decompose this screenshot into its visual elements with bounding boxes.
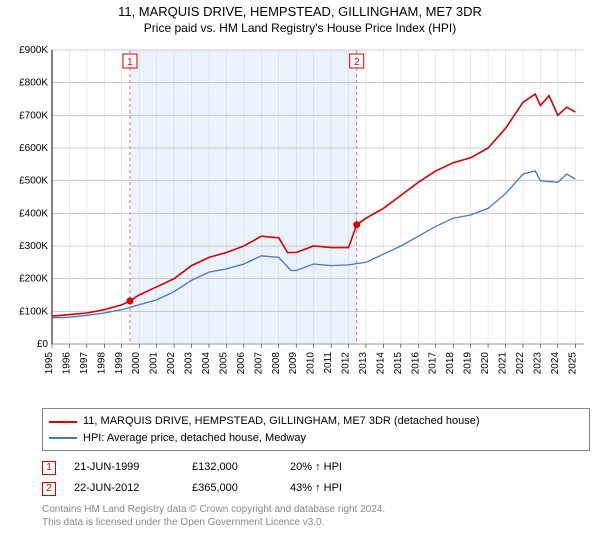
svg-text:£300K: £300K xyxy=(19,241,48,252)
chart-svg: £0 £100K £200K £300K £400K £500K £600K £700K £80… xyxy=(10,42,590,402)
event-date: 21-JUN-1999 xyxy=(74,457,174,478)
svg-text:2008: 2008 xyxy=(271,352,282,375)
event-row: 1 21-JUN-1999 £132,000 20% ↑ HPI xyxy=(42,457,590,478)
legend-label: 11, MARQUIS DRIVE, HEMPSTEAD, GILLINGHAM… xyxy=(83,413,480,430)
title-block: 11, MARQUIS DRIVE, HEMPSTEAD, GILLINGHAM… xyxy=(0,0,600,38)
chart-area: £0 £100K £200K £300K £400K £500K £600K £700K £80… xyxy=(10,42,590,402)
svg-text:2021: 2021 xyxy=(498,352,509,375)
legend-label: HPI: Average price, detached house, Medw… xyxy=(83,430,306,447)
chart-title: 11, MARQUIS DRIVE, HEMPSTEAD, GILLINGHAM… xyxy=(0,4,600,21)
svg-text:2000: 2000 xyxy=(131,352,142,375)
svg-text:2022: 2022 xyxy=(515,352,526,375)
svg-text:2003: 2003 xyxy=(184,352,195,375)
events-table: 1 21-JUN-1999 £132,000 20% ↑ HPI 2 22-JUN-201… xyxy=(42,457,590,499)
event-marker: 1 xyxy=(42,461,56,475)
legend-item: 11, MARQUIS DRIVE, HEMPSTEAD, GILLINGHAM… xyxy=(49,413,583,430)
footnote-line: This data is licensed under the Open Gov… xyxy=(42,516,590,529)
footnote: Contains HM Land Registry data © Crown c… xyxy=(42,503,590,529)
svg-text:1998: 1998 xyxy=(96,352,107,375)
event-marker: 2 xyxy=(42,482,56,496)
svg-text:2010: 2010 xyxy=(306,352,317,375)
event-price: £132,000 xyxy=(192,457,272,478)
event-price: £365,000 xyxy=(192,478,272,499)
svg-text:2009: 2009 xyxy=(288,352,299,375)
svg-text:1: 1 xyxy=(127,57,133,68)
svg-text:1999: 1999 xyxy=(114,352,125,375)
svg-text:2: 2 xyxy=(354,57,360,68)
svg-text:2024: 2024 xyxy=(550,352,561,375)
svg-text:1995: 1995 xyxy=(44,352,55,375)
svg-text:2007: 2007 xyxy=(253,352,264,375)
svg-text:2006: 2006 xyxy=(236,352,247,375)
svg-text:£200K: £200K xyxy=(19,274,48,285)
svg-text:2005: 2005 xyxy=(218,352,229,375)
legend: 11, MARQUIS DRIVE, HEMPSTEAD, GILLINGHAM… xyxy=(42,408,590,451)
svg-text:1996: 1996 xyxy=(61,352,72,375)
svg-text:2012: 2012 xyxy=(341,352,352,375)
event-change: 20% ↑ HPI xyxy=(290,457,370,478)
svg-text:£700K: £700K xyxy=(19,111,48,122)
svg-text:2019: 2019 xyxy=(463,352,474,375)
svg-text:£0: £0 xyxy=(37,339,49,350)
svg-text:2017: 2017 xyxy=(428,352,439,375)
svg-text:2016: 2016 xyxy=(410,352,421,375)
svg-text:2025: 2025 xyxy=(567,352,578,375)
svg-text:2023: 2023 xyxy=(532,352,543,375)
svg-text:£500K: £500K xyxy=(19,176,48,187)
svg-text:£100K: £100K xyxy=(19,307,48,318)
legend-swatch xyxy=(49,437,77,439)
svg-text:2001: 2001 xyxy=(149,352,160,375)
svg-text:2015: 2015 xyxy=(393,352,404,375)
svg-text:2020: 2020 xyxy=(480,352,491,375)
svg-text:2011: 2011 xyxy=(323,352,334,374)
legend-swatch xyxy=(49,421,77,423)
event-row: 2 22-JUN-2012 £365,000 43% ↑ HPI xyxy=(42,478,590,499)
svg-text:£900K: £900K xyxy=(19,45,48,56)
legend-item: HPI: Average price, detached house, Medw… xyxy=(49,430,583,447)
svg-text:2013: 2013 xyxy=(358,352,369,375)
svg-text:2004: 2004 xyxy=(201,352,212,375)
svg-text:£600K: £600K xyxy=(19,143,48,154)
event-date: 22-JUN-2012 xyxy=(74,478,174,499)
chart-subtitle: Price paid vs. HM Land Registry's House … xyxy=(0,21,600,37)
svg-text:£400K: £400K xyxy=(19,209,48,220)
chart-container: 11, MARQUIS DRIVE, HEMPSTEAD, GILLINGHAM… xyxy=(0,0,600,560)
svg-text:2014: 2014 xyxy=(375,352,386,375)
svg-text:1997: 1997 xyxy=(79,352,90,375)
svg-text:£800K: £800K xyxy=(19,78,48,89)
svg-text:2018: 2018 xyxy=(445,352,456,375)
svg-text:2002: 2002 xyxy=(166,352,177,375)
event-change: 43% ↑ HPI xyxy=(290,478,370,499)
footnote-line: Contains HM Land Registry data © Crown c… xyxy=(42,503,590,516)
